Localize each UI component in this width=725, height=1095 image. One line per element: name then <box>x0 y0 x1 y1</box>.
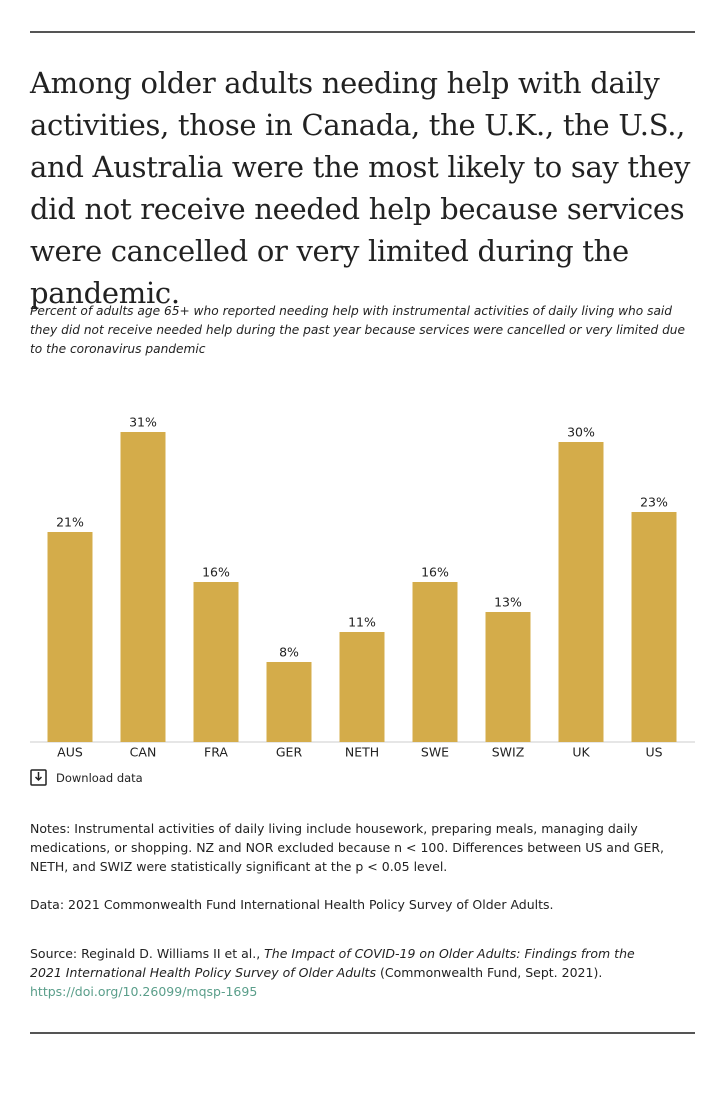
x-tick-label: SWE <box>421 745 449 760</box>
source-suffix: (Commonwealth Fund, Sept. 2021). <box>379 965 603 980</box>
notes: Notes: Instrumental activities of daily … <box>30 821 665 874</box>
value-label: 11% <box>348 615 376 630</box>
chart: 21% AUS 31% CAN 16% FRA 8% GER 11% NETH 16% SWE 13% S… <box>30 415 695 760</box>
download-icon <box>30 769 47 786</box>
x-tick-label: US <box>645 745 662 760</box>
x-tick-label: SWIZ <box>492 745 525 760</box>
bar <box>631 512 677 742</box>
x-tick-label: GER <box>276 745 303 760</box>
value-label: 30% <box>567 425 595 440</box>
bar <box>485 612 531 742</box>
bar <box>193 582 239 742</box>
x-tick-label: FRA <box>204 745 228 760</box>
value-label: 16% <box>421 565 449 580</box>
bar <box>266 662 312 742</box>
value-label: 8% <box>279 645 299 660</box>
headline: Among older adults needing help with dai… <box>30 66 691 310</box>
data-source: Data: 2021 Commonwealth Fund Internation… <box>30 897 554 912</box>
bar <box>120 432 166 742</box>
value-label: 21% <box>56 515 84 530</box>
source: Source: Reginald D. Williams II et al., … <box>30 944 650 1001</box>
source-link[interactable]: https://doi.org/10.26099/mqsp-1695 <box>30 984 258 999</box>
x-tick-label: CAN <box>130 745 157 760</box>
top-rule <box>30 31 695 33</box>
bar <box>558 442 604 742</box>
x-tick-label: UK <box>572 745 590 760</box>
bottom-rule <box>30 1032 695 1034</box>
value-label: 31% <box>129 415 157 430</box>
bar <box>47 532 93 742</box>
download-button[interactable]: Download data <box>30 769 143 786</box>
download-label[interactable]: Download data <box>56 770 143 785</box>
subtitle: Percent of adults age 65+ who reported n… <box>30 304 686 356</box>
value-label: 13% <box>494 595 522 610</box>
source-title: The Impact of COVID-19 on Older Adults: … <box>30 946 635 980</box>
x-tick-label: AUS <box>57 745 83 760</box>
value-label: 16% <box>202 565 230 580</box>
source-prefix: Source: Reginald D. Williams II et al., <box>30 946 261 961</box>
value-label: 23% <box>640 495 668 510</box>
bar <box>412 582 458 742</box>
bar <box>339 632 385 742</box>
x-tick-label: NETH <box>345 745 379 760</box>
